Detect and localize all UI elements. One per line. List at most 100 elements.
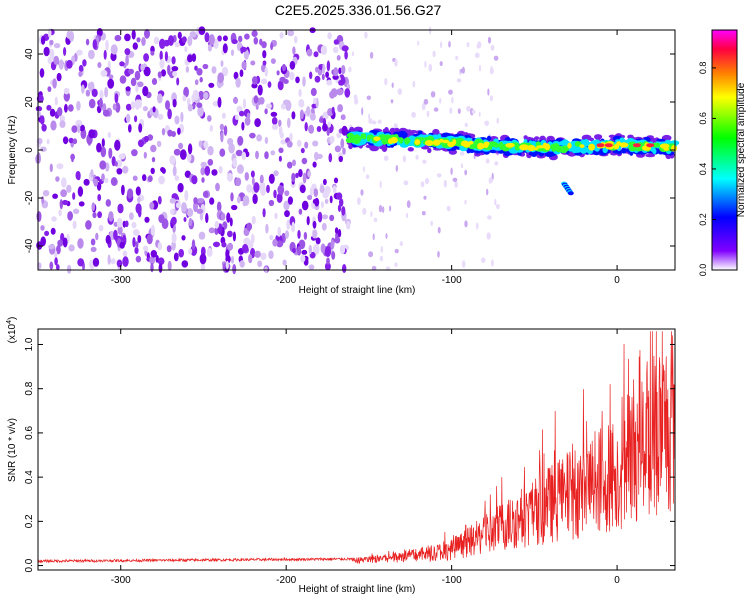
heatmap-noise-cell	[150, 167, 155, 175]
heatmap-noise-cell	[255, 104, 259, 110]
heatmap-noise-cell	[250, 233, 255, 244]
heatmap-noise-cell	[161, 167, 166, 174]
heatmap-noise-cell	[306, 216, 310, 226]
heatmap-noise-cell	[397, 88, 402, 95]
heatmap-noise-cell	[99, 160, 107, 170]
heatmap-noise-cell	[389, 205, 392, 212]
heatmap-noise-cell	[58, 209, 62, 217]
heatmap-noise-cell	[287, 196, 293, 205]
heatmap-noise-cell	[270, 42, 274, 51]
heatmap-xtick-label: -200	[276, 275, 296, 286]
heatmap-noise-cell	[328, 153, 333, 163]
heatmap-noise-cell	[324, 262, 331, 271]
heatmap-noise-cell	[114, 93, 119, 104]
heatmap-noise-cell	[334, 145, 342, 153]
heatmap-noise-cell	[242, 243, 249, 253]
heatmap-noise-cell	[122, 165, 129, 174]
heatmap-noise-cell	[91, 202, 96, 212]
heatmap-noise-cell	[280, 139, 287, 145]
heatmap-noise-cell	[451, 96, 454, 104]
heatmap-noise-cell	[222, 35, 228, 42]
heatmap-signal-cell	[404, 137, 411, 144]
heatmap-noise-cell	[137, 99, 143, 109]
heatmap-noise-cell	[187, 152, 192, 163]
heatmap-signal-cell	[663, 147, 669, 151]
heatmap-noise-cell	[265, 223, 269, 234]
heatmap-noise-cell	[252, 76, 258, 85]
heatmap-noise-cell	[110, 258, 116, 265]
heatmap-noise-cell	[242, 200, 247, 207]
heatmap-xlabel: Height of straight line (km)	[299, 285, 416, 296]
heatmap-noise-cell	[91, 88, 98, 98]
heatmap-signal-cell	[346, 132, 354, 138]
heatmap-noise-cell	[157, 257, 165, 266]
heatmap-noise-cell	[122, 250, 128, 257]
heatmap-noise-cell	[150, 50, 155, 56]
heatmap-noise-cell	[185, 66, 190, 73]
heatmap-noise-cell	[181, 202, 187, 213]
heatmap-noise-cell	[183, 217, 187, 222]
heatmap-noise-cell	[70, 153, 75, 163]
heatmap-noise-cell	[393, 123, 398, 129]
heatmap-noise-cell	[315, 66, 319, 73]
heatmap-signal-cell	[486, 135, 492, 142]
heatmap-noise-cell	[308, 124, 315, 134]
heatmap-noise-cell	[457, 108, 461, 114]
heatmap-signal-cell	[529, 147, 539, 151]
heatmap-noise-cell	[298, 239, 306, 250]
heatmap-noise-cell	[174, 175, 180, 182]
heatmap-noise-cell	[362, 207, 367, 215]
heatmap-noise-cell	[336, 88, 344, 96]
heatmap-ytick-label: 40	[24, 48, 35, 60]
heatmap-noise-cell	[348, 66, 352, 73]
heatmap-noise-cell	[338, 67, 342, 75]
heatmap-noise-cell	[137, 139, 145, 148]
heatmap-noise-cell	[337, 204, 342, 212]
heatmap-noise-cell	[92, 212, 97, 219]
heatmap-noise-cell	[394, 248, 399, 254]
heatmap-noise-cell	[199, 253, 207, 265]
heatmap-noise-cell	[271, 117, 278, 125]
heatmap-noise-cell	[320, 201, 324, 209]
heatmap-noise-cell	[314, 75, 321, 83]
colorbar-gradient	[711, 29, 738, 271]
heatmap-noise-cell	[235, 77, 241, 88]
heatmap-noise-cell	[471, 109, 476, 114]
heatmap-noise-cell	[92, 257, 100, 267]
heatmap-noise-cell	[317, 69, 323, 76]
heatmap-noise-cell	[238, 110, 245, 117]
heatmap-noise-cell	[320, 243, 326, 254]
heatmap-noise-cell	[402, 155, 407, 163]
heatmap-noise-cell	[131, 221, 137, 229]
heatmap-noise-cell	[276, 70, 280, 76]
heatmap-noise-cell	[297, 229, 301, 239]
heatmap-noise-cell	[251, 83, 258, 89]
heatmap-noise-cell	[368, 113, 371, 120]
heatmap-noise-cell	[277, 185, 285, 195]
heatmap-noise-cell	[232, 97, 239, 104]
heatmap-noise-cell	[373, 217, 378, 222]
heatmap-noise-cell	[486, 232, 491, 240]
heatmap-signal-cell	[477, 142, 485, 150]
heatmap-noise-cell	[95, 232, 99, 241]
heatmap-noise-cell	[319, 185, 325, 194]
heatmap-noise-cell	[487, 215, 492, 220]
heatmap-noise-cell	[128, 124, 132, 133]
heatmap-noise-cell	[242, 98, 247, 109]
heatmap-noise-cell	[211, 169, 218, 176]
heatmap-noise-cell	[114, 139, 121, 151]
heatmap-noise-cell	[278, 119, 282, 128]
heatmap-noise-cell	[55, 176, 60, 182]
heatmap-noise-cell	[222, 43, 228, 54]
heatmap-noise-cell	[36, 94, 44, 103]
heatmap-signal-cell	[455, 143, 463, 147]
heatmap-noise-cell	[475, 222, 479, 230]
heatmap-noise-cell	[341, 206, 346, 216]
heatmap-noise-cell	[110, 177, 118, 186]
heatmap-noise-cell	[417, 40, 420, 46]
heatmap-noise-cell	[159, 59, 165, 69]
heatmap-noise-cell	[293, 35, 298, 44]
heatmap-noise-cell	[315, 237, 321, 245]
heatmap-noise-cell	[292, 159, 296, 167]
